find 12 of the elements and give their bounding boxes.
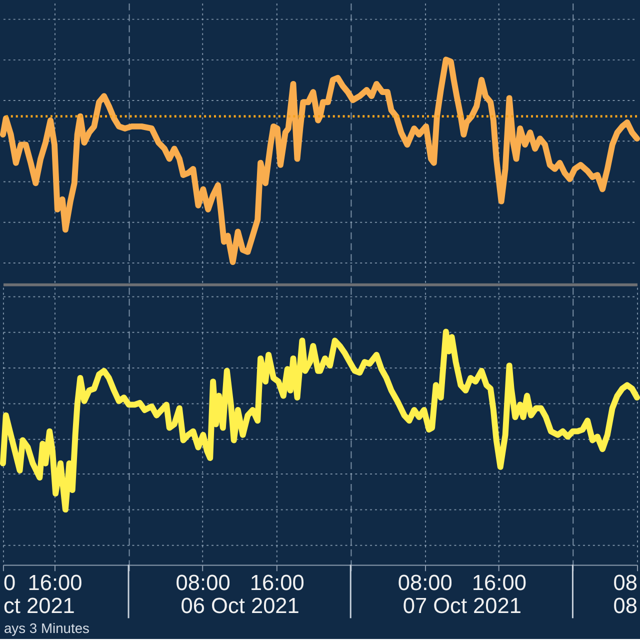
x-tick-label: 08:00 — [398, 570, 452, 595]
x-tick-label: 08 — [613, 570, 638, 595]
x-tick-label: 16:00 — [250, 570, 304, 595]
x-tick-label: 16:00 — [28, 570, 82, 595]
x-tick-label: 08:00 — [176, 570, 230, 595]
x2-tick-label: 08 — [613, 592, 638, 618]
x2-tick-label: 06 Oct 2021 — [180, 592, 300, 618]
text: ays 3 Minutes — [4, 620, 90, 636]
x-tick-label: 16:00 — [472, 570, 526, 595]
x-tick-label: 0 — [3, 570, 16, 595]
x2-tick-label: 07 Oct 2021 — [402, 592, 522, 618]
x2-tick-label: ct 2021 — [3, 592, 75, 618]
